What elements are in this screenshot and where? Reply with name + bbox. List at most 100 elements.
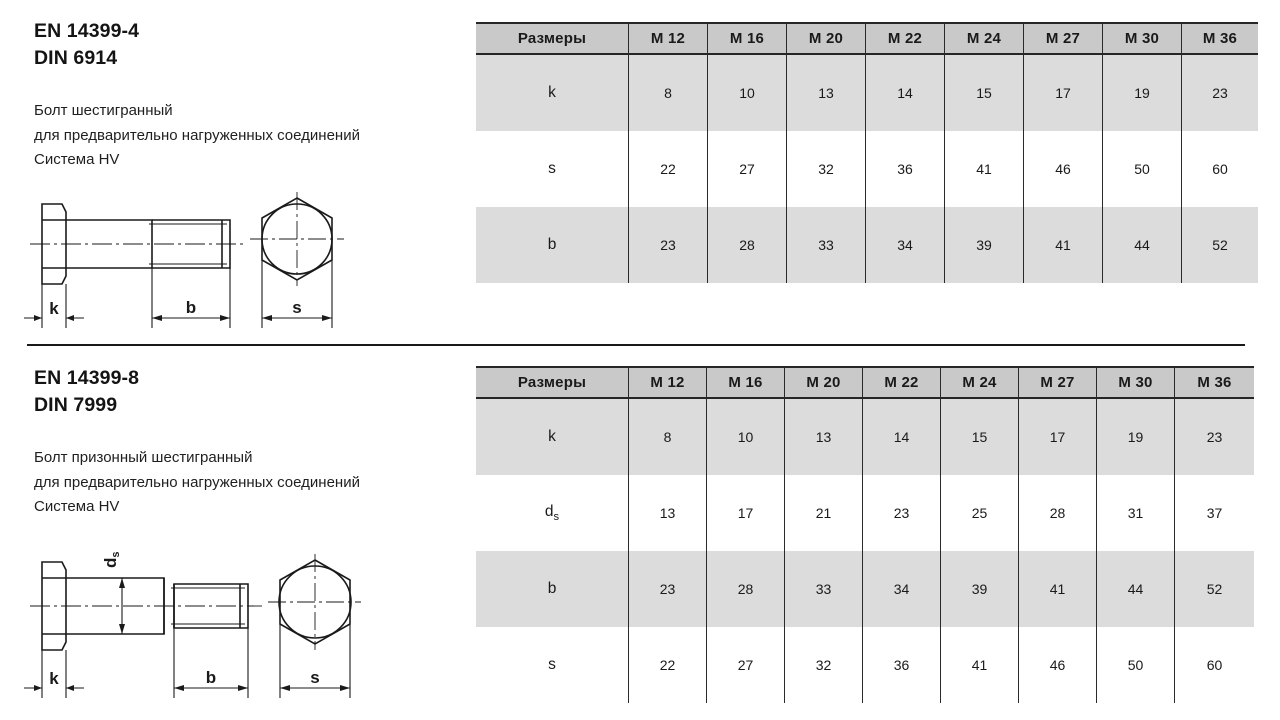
table-head: Размеры M 12 M 16 M 20 M 22 M 24 M 27 M … <box>476 366 1254 399</box>
table-row: b 23 28 33 34 39 41 44 52 <box>476 207 1258 283</box>
cell-b-m16: 28 <box>707 207 787 283</box>
arrow-ds-top <box>119 578 125 588</box>
cell-s-m20: 32 <box>784 627 863 703</box>
cell-k-m36: 23 <box>1174 398 1254 475</box>
arrow-k-left <box>34 685 42 691</box>
cell-ds-m20: 21 <box>784 475 863 551</box>
table-row: k 8 10 13 14 15 17 19 23 <box>476 398 1254 475</box>
column-header-m36: M 36 <box>1174 366 1254 399</box>
cell-b-m30: 44 <box>1096 551 1175 627</box>
cell-b-m36: 52 <box>1174 551 1254 627</box>
cell-s-m30: 50 <box>1102 131 1182 207</box>
standard-din-label: DIN 7999 <box>34 394 118 416</box>
cell-k-m24: 15 <box>940 398 1019 475</box>
arrow-b-right <box>238 685 248 691</box>
cell-b-m22: 34 <box>862 551 941 627</box>
cell-s-m16: 27 <box>707 131 787 207</box>
cell-ds-m30: 31 <box>1096 475 1175 551</box>
arrow-s-left <box>280 685 290 691</box>
cell-s-m24: 41 <box>944 131 1024 207</box>
dim-label-k: k <box>49 299 59 318</box>
cell-k-m24: 15 <box>944 54 1024 131</box>
cell-b-m16: 28 <box>706 551 785 627</box>
cell-ds-m36: 37 <box>1174 475 1254 551</box>
cell-k-m36: 23 <box>1181 54 1258 131</box>
cell-s-m20: 32 <box>786 131 866 207</box>
row-label-b: b <box>476 207 629 283</box>
cell-b-m27: 41 <box>1023 207 1103 283</box>
cell-ds-m12: 13 <box>628 475 707 551</box>
cell-k-m16: 10 <box>706 398 785 475</box>
cell-b-m20: 33 <box>786 207 866 283</box>
table-row: s 22 27 32 36 41 46 50 60 <box>476 131 1258 207</box>
column-header-m30: M 30 <box>1102 22 1182 55</box>
cell-s-m30: 50 <box>1096 627 1175 703</box>
column-header-m16: M 16 <box>707 22 787 55</box>
dim-label-k: k <box>49 669 59 688</box>
cell-k-m30: 19 <box>1096 398 1175 475</box>
cell-b-m24: 39 <box>944 207 1024 283</box>
cell-k-m22: 14 <box>865 54 945 131</box>
arrow-b-left <box>152 315 162 321</box>
cell-b-m27: 41 <box>1018 551 1097 627</box>
table-header-row: Размеры M 12 M 16 M 20 M 22 M 24 M 27 M … <box>476 22 1258 55</box>
cell-k-m20: 13 <box>786 54 866 131</box>
arrow-s-left <box>262 315 272 321</box>
column-header-m20: M 20 <box>784 366 863 399</box>
description-line-1: Болт призонный шестигранный <box>34 449 253 466</box>
cell-ds-m24: 25 <box>940 475 1019 551</box>
arrow-s-right <box>322 315 332 321</box>
column-header-m24: M 24 <box>940 366 1019 399</box>
column-header-m27: M 27 <box>1023 22 1103 55</box>
description-line-3: Система HV <box>34 498 120 515</box>
table-head: Размеры M 12 M 16 M 20 M 22 M 24 M 27 M … <box>476 22 1258 55</box>
arrow-k-left <box>34 315 42 321</box>
description-line-3: Система HV <box>34 151 120 168</box>
cell-s-m27: 46 <box>1023 131 1103 207</box>
table-row: ds 13 17 21 23 25 28 31 37 <box>476 475 1254 551</box>
cell-b-m36: 52 <box>1181 207 1258 283</box>
cell-k-m12: 8 <box>628 398 707 475</box>
cell-ds-m22: 23 <box>862 475 941 551</box>
row-label-ds: ds <box>476 475 629 551</box>
arrow-s-right <box>340 685 350 691</box>
cell-s-m12: 22 <box>628 131 708 207</box>
cell-b-m12: 23 <box>628 207 708 283</box>
row-label-s: s <box>476 627 629 703</box>
arrow-b-left <box>174 685 184 691</box>
cell-k-m22: 14 <box>862 398 941 475</box>
arrow-k-right <box>66 315 74 321</box>
cell-ds-m27: 28 <box>1018 475 1097 551</box>
cell-s-m12: 22 <box>628 627 707 703</box>
description-line-2: для предварительно нагруженных соединени… <box>34 473 360 491</box>
cell-k-m30: 19 <box>1102 54 1182 131</box>
cell-s-m27: 46 <box>1018 627 1097 703</box>
description-line-2: для предварительно нагруженных соединени… <box>34 126 360 144</box>
arrow-k-right <box>66 685 74 691</box>
cell-b-m22: 34 <box>865 207 945 283</box>
dimension-table-en14399-8: Размеры M 12 M 16 M 20 M 22 M 24 M 27 M … <box>476 366 1254 703</box>
spec-info-block: EN 14399-4 DIN 6914 Болт шестигранный дл… <box>34 18 360 173</box>
cell-k-m27: 17 <box>1018 398 1097 475</box>
column-header-m16: M 16 <box>706 366 785 399</box>
dim-label-b: b <box>206 668 216 687</box>
section-divider <box>27 344 1245 346</box>
column-header-m20: M 20 <box>786 22 866 55</box>
cell-b-m24: 39 <box>940 551 1019 627</box>
standard-en-label: EN 14399-8 <box>34 367 140 389</box>
spec-section-en14399-8: EN 14399-8 DIN 7999 Болт призонный шести… <box>0 345 1280 720</box>
column-header-m27: M 27 <box>1018 366 1097 399</box>
cell-k-m20: 13 <box>784 398 863 475</box>
dim-label-b: b <box>186 298 196 317</box>
spec-info-block: EN 14399-8 DIN 7999 Болт призонный шести… <box>34 365 360 520</box>
column-header-m22: M 22 <box>862 366 941 399</box>
cell-k-m16: 10 <box>707 54 787 131</box>
standard-en-label: EN 14399-4 <box>34 20 140 42</box>
description-line-1: Болт шестигранный <box>34 102 173 119</box>
standard-din-label: DIN 6914 <box>34 47 118 69</box>
row-label-s: s <box>476 131 629 207</box>
bolt-shank-outline <box>66 219 153 269</box>
cell-s-m22: 36 <box>862 627 941 703</box>
arrow-b-right <box>220 315 230 321</box>
cell-s-m16: 27 <box>706 627 785 703</box>
